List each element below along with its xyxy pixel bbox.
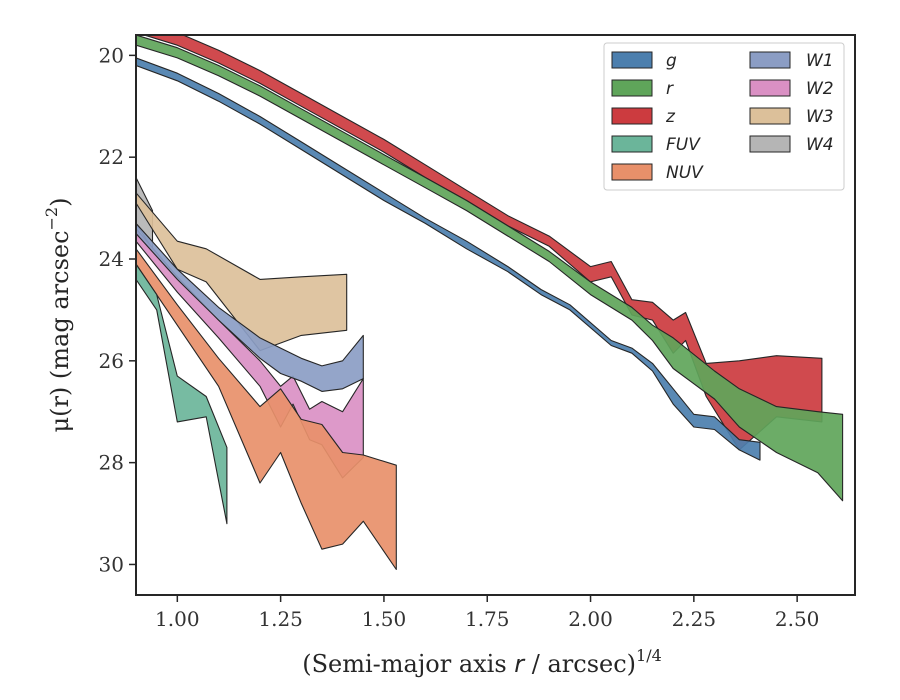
legend-swatch [611,135,653,153]
legend: grz FUV NUV W1 W2 W3 W4 [603,42,845,191]
legend-label: W4 [806,135,834,155]
legend-label: r [666,79,674,99]
legend-label: z [665,107,676,127]
legend-swatch [611,107,653,125]
legend-swatch [611,163,653,181]
x-tick-label: 2.25 [672,607,717,631]
plot-frame [135,34,856,596]
legend-label: W2 [806,79,834,99]
x-tick-label: 2.00 [568,607,613,631]
y-tick-label: 24 [99,247,124,271]
legend-swatch [749,107,791,125]
legend-swatch [749,79,791,97]
y-axis-title: μ(r) (mag arcsec−2) [42,198,74,433]
y-tick-label: 22 [99,145,124,169]
y-tick-label: 20 [99,43,124,67]
y-tick-label: 30 [99,552,124,576]
legend-label: FUV [666,135,701,155]
legend-label: NUV [666,163,704,183]
plot-area [136,35,844,571]
legend-swatch [611,51,653,69]
x-axis: 1.00 1.25 1.50 1.75 2.00 2.25 2.50 [155,595,819,631]
legend-swatch [749,135,791,153]
legend-label: W1 [806,51,834,71]
legend-label: g [666,51,677,71]
x-tick-label: 1.75 [465,607,510,631]
band-fuv [136,263,228,525]
legend-swatch [611,79,653,97]
y-tick-label: 26 [99,349,124,373]
x-tick-label: 1.00 [155,607,200,631]
band-r [136,35,844,502]
x-axis-title: (Semi-major axis r / arcsec)1/4 [302,646,662,678]
y-tick-label: 28 [99,451,124,475]
legend-label: W3 [806,107,834,127]
y-axis: 20 22 24 26 28 30 [99,43,136,576]
band-nuv [136,248,397,571]
x-tick-label: 2.50 [775,607,820,631]
x-tick-label: 1.50 [362,607,407,631]
legend-swatch [749,51,791,69]
band-w1 [136,222,364,392]
band-g [136,57,761,461]
x-tick-label: 1.25 [258,607,303,631]
